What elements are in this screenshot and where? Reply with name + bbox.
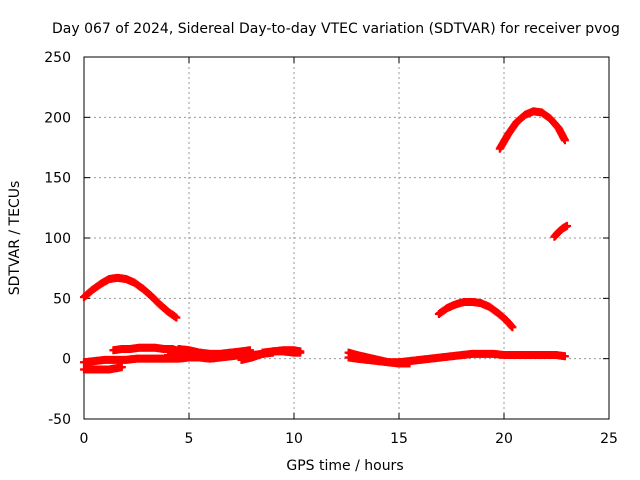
data-point	[563, 221, 571, 230]
data-point	[296, 348, 305, 357]
data-point	[508, 323, 517, 332]
y-tick-label: 50	[53, 291, 71, 307]
x-tick-label: 15	[390, 431, 408, 447]
data-points	[80, 107, 571, 374]
y-tick-label: 0	[62, 352, 71, 368]
series-arc-j	[344, 349, 569, 367]
x-tick-label: 25	[600, 431, 618, 447]
series-arc-a	[80, 273, 181, 322]
series-arc-m	[550, 221, 571, 241]
y-tick-label: -50	[48, 412, 71, 428]
series-arc-h	[258, 347, 305, 357]
y-tick-label: 100	[44, 231, 71, 247]
axis-ticks	[83, 56, 610, 420]
chart-title: Day 067 of 2024, Sidereal Day-to-day VTE…	[52, 21, 620, 37]
series-arc-f	[174, 345, 254, 358]
x-tick-label: 20	[495, 431, 513, 447]
data-point	[117, 363, 126, 372]
x-tick-labels: 0 5 10 15 20 25	[80, 431, 618, 447]
x-tick-label: 0	[80, 431, 89, 447]
x-tick-label: 10	[285, 431, 303, 447]
data-point	[560, 136, 569, 145]
data-point	[560, 352, 569, 361]
series-arc-k	[434, 297, 517, 332]
data-point	[245, 346, 254, 355]
y-tick-label: 250	[44, 50, 71, 66]
x-axis-title: GPS time / hours	[286, 458, 403, 474]
y-axis-title: SDTVAR / TECUs	[7, 181, 23, 296]
series-arc-b	[80, 363, 126, 374]
y-tick-label: 200	[44, 110, 71, 126]
y-tick-label: 150	[44, 171, 71, 187]
series-arc-l	[495, 107, 569, 153]
data-point	[172, 313, 181, 322]
y-tick-labels: -50 0 50 100 150 200 250	[44, 50, 71, 428]
x-tick-label: 5	[185, 431, 194, 447]
